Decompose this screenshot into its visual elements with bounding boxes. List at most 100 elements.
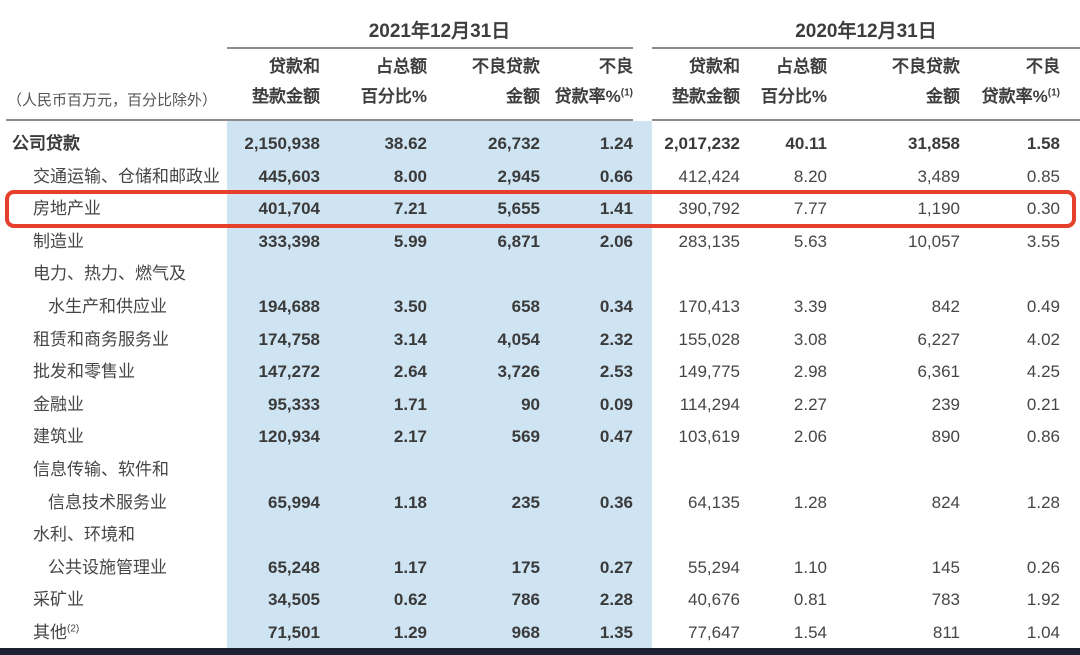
row-label-line: 水利、环境和 (33, 525, 135, 545)
row-label: 公司贷款 (0, 128, 227, 161)
cell-2021-npl-ratio: 0.36 (599, 492, 633, 512)
colhead-2020-npl-amount: 不良贷款 金额 (827, 52, 960, 112)
cell-2020-npl-ratio: 1.58 (1026, 134, 1060, 153)
table-row: 其他(2) 71,501 1.29 968 1.35 77,647 1.54 811 1.04 (0, 617, 1080, 650)
colhead-line1: 不良 (599, 57, 633, 76)
table-row: 电力、热力、燃气及 水生产和供应业 194,688 3.50 658 0.34 170,41… (0, 258, 1080, 323)
cell-2020-pct-of-total: 2.06 (793, 427, 827, 447)
rule-under-column-headers-right (652, 119, 1080, 121)
cell-2020-loan-amount: 155,028 (678, 329, 740, 349)
cell-2021-npl-amount: 90 (521, 394, 540, 414)
colhead-2021-npl-ratio: 不良贷款率%(1) (540, 52, 652, 112)
row-label: 金融业 (0, 389, 227, 422)
cell-2020-pct-of-total: 1.28 (793, 492, 827, 512)
colhead-2021-npl-amount: 不良贷款 金额 (427, 52, 540, 112)
colhead-line1: 贷款和 (689, 57, 740, 76)
cell-2021-npl-amount: 6,871 (497, 231, 540, 251)
cell-2021-npl-ratio: 0.27 (599, 557, 633, 577)
period-header-2021: 2021年12月31日 (368, 21, 511, 42)
table-row-highlighted: 房地产业 401,704 7.21 5,655 1.41 390,792 7.77 1,190… (0, 193, 1080, 226)
cell-2021-pct-of-total: 3.50 (393, 296, 427, 316)
cell-2020-npl-ratio: 1.04 (1026, 622, 1060, 642)
table-row: 金融业 95,333 1.71 90 0.09 114,294 2.27 239 0.21 (0, 389, 1080, 422)
table-body: 公司贷款 2,150,938 38.62 26,732 1.24 2,017,232 40.… (0, 128, 1080, 650)
row-label-line: 水生产和供应业 (48, 296, 167, 316)
cell-2020-npl-amount: 1,190 (917, 199, 960, 219)
period-header-2020: 2020年12月31日 (795, 21, 937, 42)
row-label: 交通运输、仓储和邮政业 (0, 161, 227, 194)
cell-2020-pct-of-total: 7.77 (793, 199, 827, 219)
cell-2021-loan-amount: 65,994 (268, 492, 320, 512)
cell-2021-npl-amount: 968 (511, 622, 540, 642)
cell-2021-npl-ratio: 2.28 (599, 590, 633, 610)
colhead-line2: 贷款率%(1) (554, 87, 633, 106)
table-row: 采矿业 34,505 0.62 786 2.28 40,676 0.81 783 1.92 (0, 584, 1080, 617)
cell-2020-npl-amount: 6,361 (917, 362, 960, 382)
table-row: 交通运输、仓储和邮政业 445,603 8.00 2,945 0.66 412,424 8.… (0, 161, 1080, 194)
cell-2021-loan-amount: 333,398 (258, 231, 320, 251)
cell-2020-npl-ratio: 3.55 (1026, 231, 1060, 251)
colhead-line2: 金额 (506, 87, 540, 106)
cell-2020-pct-of-total: 8.20 (793, 166, 827, 186)
period-2021-highlight-band (227, 121, 652, 648)
cell-2021-pct-of-total: 3.14 (393, 329, 427, 349)
cell-2020-npl-amount: 783 (931, 590, 960, 610)
cell-2020-loan-amount: 55,294 (688, 557, 740, 577)
row-label: 信息传输、软件和 信息技术服务业 (0, 454, 227, 519)
cell-2021-npl-amount: 26,732 (488, 134, 540, 153)
row-label: 批发和零售业 (0, 356, 227, 389)
cell-2020-npl-amount: 31,858 (908, 134, 960, 153)
table-row: 制造业 333,398 5.99 6,871 2.06 283,135 5.63 10,057… (0, 226, 1080, 259)
colhead-2020-npl-ratio: 不良 贷款率%(1) (960, 52, 1080, 112)
row-label-line: 制造业 (33, 231, 84, 251)
cell-2020-npl-amount: 3,489 (917, 166, 960, 186)
cell-2021-npl-amount: 569 (511, 427, 540, 447)
cell-2020-loan-amount: 2,017,232 (664, 134, 740, 153)
cell-2021-npl-ratio: 0.09 (599, 394, 633, 414)
row-label-line: 建筑业 (33, 427, 84, 447)
table-bottom-bar (0, 648, 1080, 655)
colhead-line2: 贷款率%(1) (981, 87, 1060, 106)
cell-2021-npl-ratio: 0.66 (599, 166, 633, 186)
footnote-marker: (1) (1047, 87, 1060, 99)
row-label-line: 金融业 (33, 394, 84, 414)
cell-2021-loan-amount: 120,934 (258, 427, 320, 447)
cell-2020-npl-ratio: 0.49 (1026, 296, 1060, 316)
cell-2020-pct-of-total: 2.27 (793, 394, 827, 414)
cell-2021-npl-amount: 175 (511, 557, 540, 577)
cell-2021-pct-of-total: 1.71 (393, 394, 427, 414)
cell-2021-loan-amount: 445,603 (258, 166, 320, 186)
row-label: 其他(2) (0, 617, 227, 650)
unit-note: （人民币百万元，百分比除外） (7, 92, 218, 109)
cell-2021-npl-ratio: 0.47 (599, 427, 633, 447)
cell-2020-loan-amount: 114,294 (679, 394, 740, 414)
row-label: 房地产业 (0, 193, 227, 226)
cell-2021-npl-ratio: 2.06 (599, 231, 633, 251)
cell-2021-loan-amount: 65,248 (268, 557, 320, 577)
cell-2021-loan-amount: 71,501 (268, 622, 320, 642)
cell-2020-npl-ratio: 1.28 (1026, 492, 1060, 512)
cell-2020-loan-amount: 64,135 (688, 492, 740, 512)
cell-2021-npl-amount: 658 (511, 296, 540, 316)
table-row: 批发和零售业 147,272 2.64 3,726 2.53 149,775 2.98 6,3… (0, 356, 1080, 389)
cell-2020-npl-ratio: 4.02 (1026, 329, 1060, 349)
cell-2020-npl-ratio: 0.30 (1026, 199, 1060, 219)
cell-2020-npl-ratio: 0.85 (1026, 166, 1060, 186)
colhead-2021-pct-of-total: 占总额 百分比% (320, 52, 427, 112)
row-label-line: 其他(2) (33, 622, 80, 642)
colhead-2020-pct-of-total: 占总额 百分比% (740, 52, 827, 112)
cell-2021-npl-ratio: 2.32 (599, 329, 633, 349)
cell-2020-npl-ratio: 4.25 (1026, 362, 1060, 382)
cell-2021-loan-amount: 147,272 (258, 362, 320, 382)
table-row: 公司贷款 2,150,938 38.62 26,732 1.24 2,017,232 40.… (0, 128, 1080, 161)
row-label-line: 信息技术服务业 (48, 492, 167, 512)
cell-2021-loan-amount: 95,333 (268, 394, 320, 414)
cell-2020-npl-amount: 842 (931, 296, 960, 316)
cell-2021-npl-amount: 786 (511, 590, 540, 610)
cell-2020-loan-amount: 283,135 (678, 231, 740, 251)
row-label-line: 公共设施管理业 (48, 557, 167, 577)
colhead-2021-loan-amount: 贷款和 垫款金额 (227, 52, 320, 112)
cell-2020-npl-amount: 10,057 (908, 231, 960, 251)
cell-2020-pct-of-total: 2.98 (793, 362, 827, 382)
